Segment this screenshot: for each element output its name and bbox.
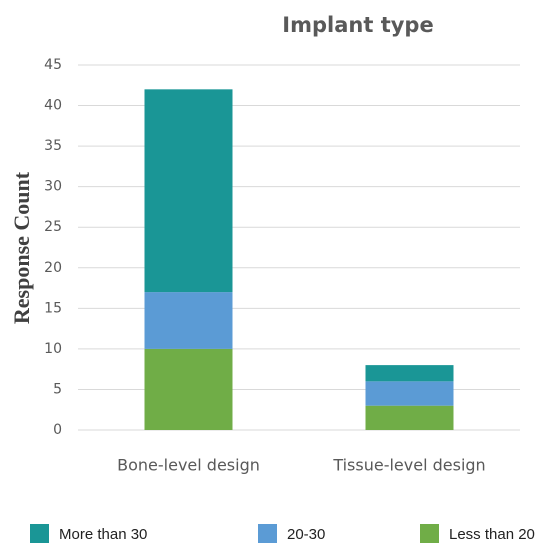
y-tick-label: 40	[44, 98, 62, 114]
bar-segment	[144, 89, 233, 293]
bar-segment	[365, 365, 454, 382]
legend-swatch	[420, 524, 439, 543]
legend-label: More than 30	[59, 526, 147, 543]
x-tick-label: Bone-level design	[117, 456, 260, 475]
y-tick-label: 10	[44, 341, 62, 357]
y-tick-label: 30	[44, 179, 62, 195]
y-tick-label: 25	[44, 219, 62, 235]
x-tick-label: Tissue-level design	[332, 456, 485, 475]
bar-segment	[365, 381, 454, 406]
bar-segment	[144, 348, 233, 430]
y-tick-label: 35	[44, 138, 62, 154]
y-axis-label: Response Count	[9, 171, 34, 324]
legend-label: Less than 20	[449, 526, 535, 543]
bar-segment	[144, 292, 233, 349]
y-tick-label: 45	[44, 57, 62, 73]
y-tick-label: 5	[53, 381, 62, 397]
legend-label: 20-30	[287, 526, 325, 543]
y-tick-label: 20	[44, 260, 62, 276]
y-tick-label: 0	[53, 422, 62, 438]
legend-swatch	[258, 524, 277, 543]
chart-title: Implant type	[282, 13, 433, 37]
y-tick-label: 15	[44, 300, 62, 316]
legend-swatch	[30, 524, 49, 543]
bar-segment	[365, 405, 454, 430]
